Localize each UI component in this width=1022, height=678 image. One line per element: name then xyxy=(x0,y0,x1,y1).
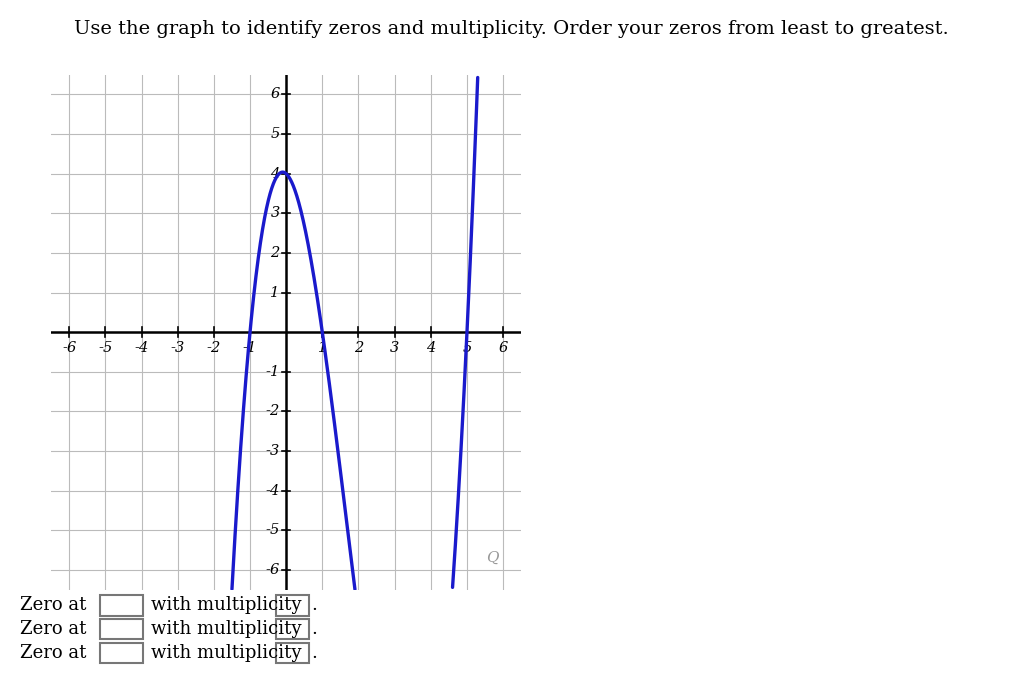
Text: 5: 5 xyxy=(462,341,471,355)
Text: Q: Q xyxy=(486,551,499,565)
Text: 2: 2 xyxy=(271,246,280,260)
Text: .: . xyxy=(312,597,318,614)
Text: -1: -1 xyxy=(266,365,280,379)
Text: -6: -6 xyxy=(62,341,77,355)
Text: 3: 3 xyxy=(271,206,280,220)
Text: Zero at: Zero at xyxy=(20,620,87,638)
Text: -5: -5 xyxy=(266,523,280,538)
Text: -2: -2 xyxy=(206,341,221,355)
Text: Use the graph to identify zeros and multiplicity. Order your zeros from least to: Use the graph to identify zeros and mult… xyxy=(74,20,948,39)
Text: -1: -1 xyxy=(243,341,258,355)
Text: Zero at: Zero at xyxy=(20,597,87,614)
Text: -5: -5 xyxy=(98,341,112,355)
Text: 2: 2 xyxy=(354,341,363,355)
Text: with multiplicity: with multiplicity xyxy=(151,620,301,638)
Text: -3: -3 xyxy=(266,444,280,458)
Text: -6: -6 xyxy=(266,563,280,577)
Text: with multiplicity: with multiplicity xyxy=(151,644,301,662)
Text: 6: 6 xyxy=(499,341,508,355)
Text: -3: -3 xyxy=(171,341,185,355)
Text: -4: -4 xyxy=(134,341,148,355)
Text: -2: -2 xyxy=(266,405,280,418)
Text: 4: 4 xyxy=(426,341,435,355)
Text: -4: -4 xyxy=(266,484,280,498)
Text: .: . xyxy=(312,644,318,662)
Text: 6: 6 xyxy=(271,87,280,102)
Text: with multiplicity: with multiplicity xyxy=(151,597,301,614)
Text: .: . xyxy=(312,620,318,638)
Text: 1: 1 xyxy=(318,341,327,355)
Text: 5: 5 xyxy=(271,127,280,141)
Text: 3: 3 xyxy=(390,341,400,355)
Text: 4: 4 xyxy=(271,167,280,180)
Text: 1: 1 xyxy=(271,285,280,300)
Text: Zero at: Zero at xyxy=(20,644,87,662)
